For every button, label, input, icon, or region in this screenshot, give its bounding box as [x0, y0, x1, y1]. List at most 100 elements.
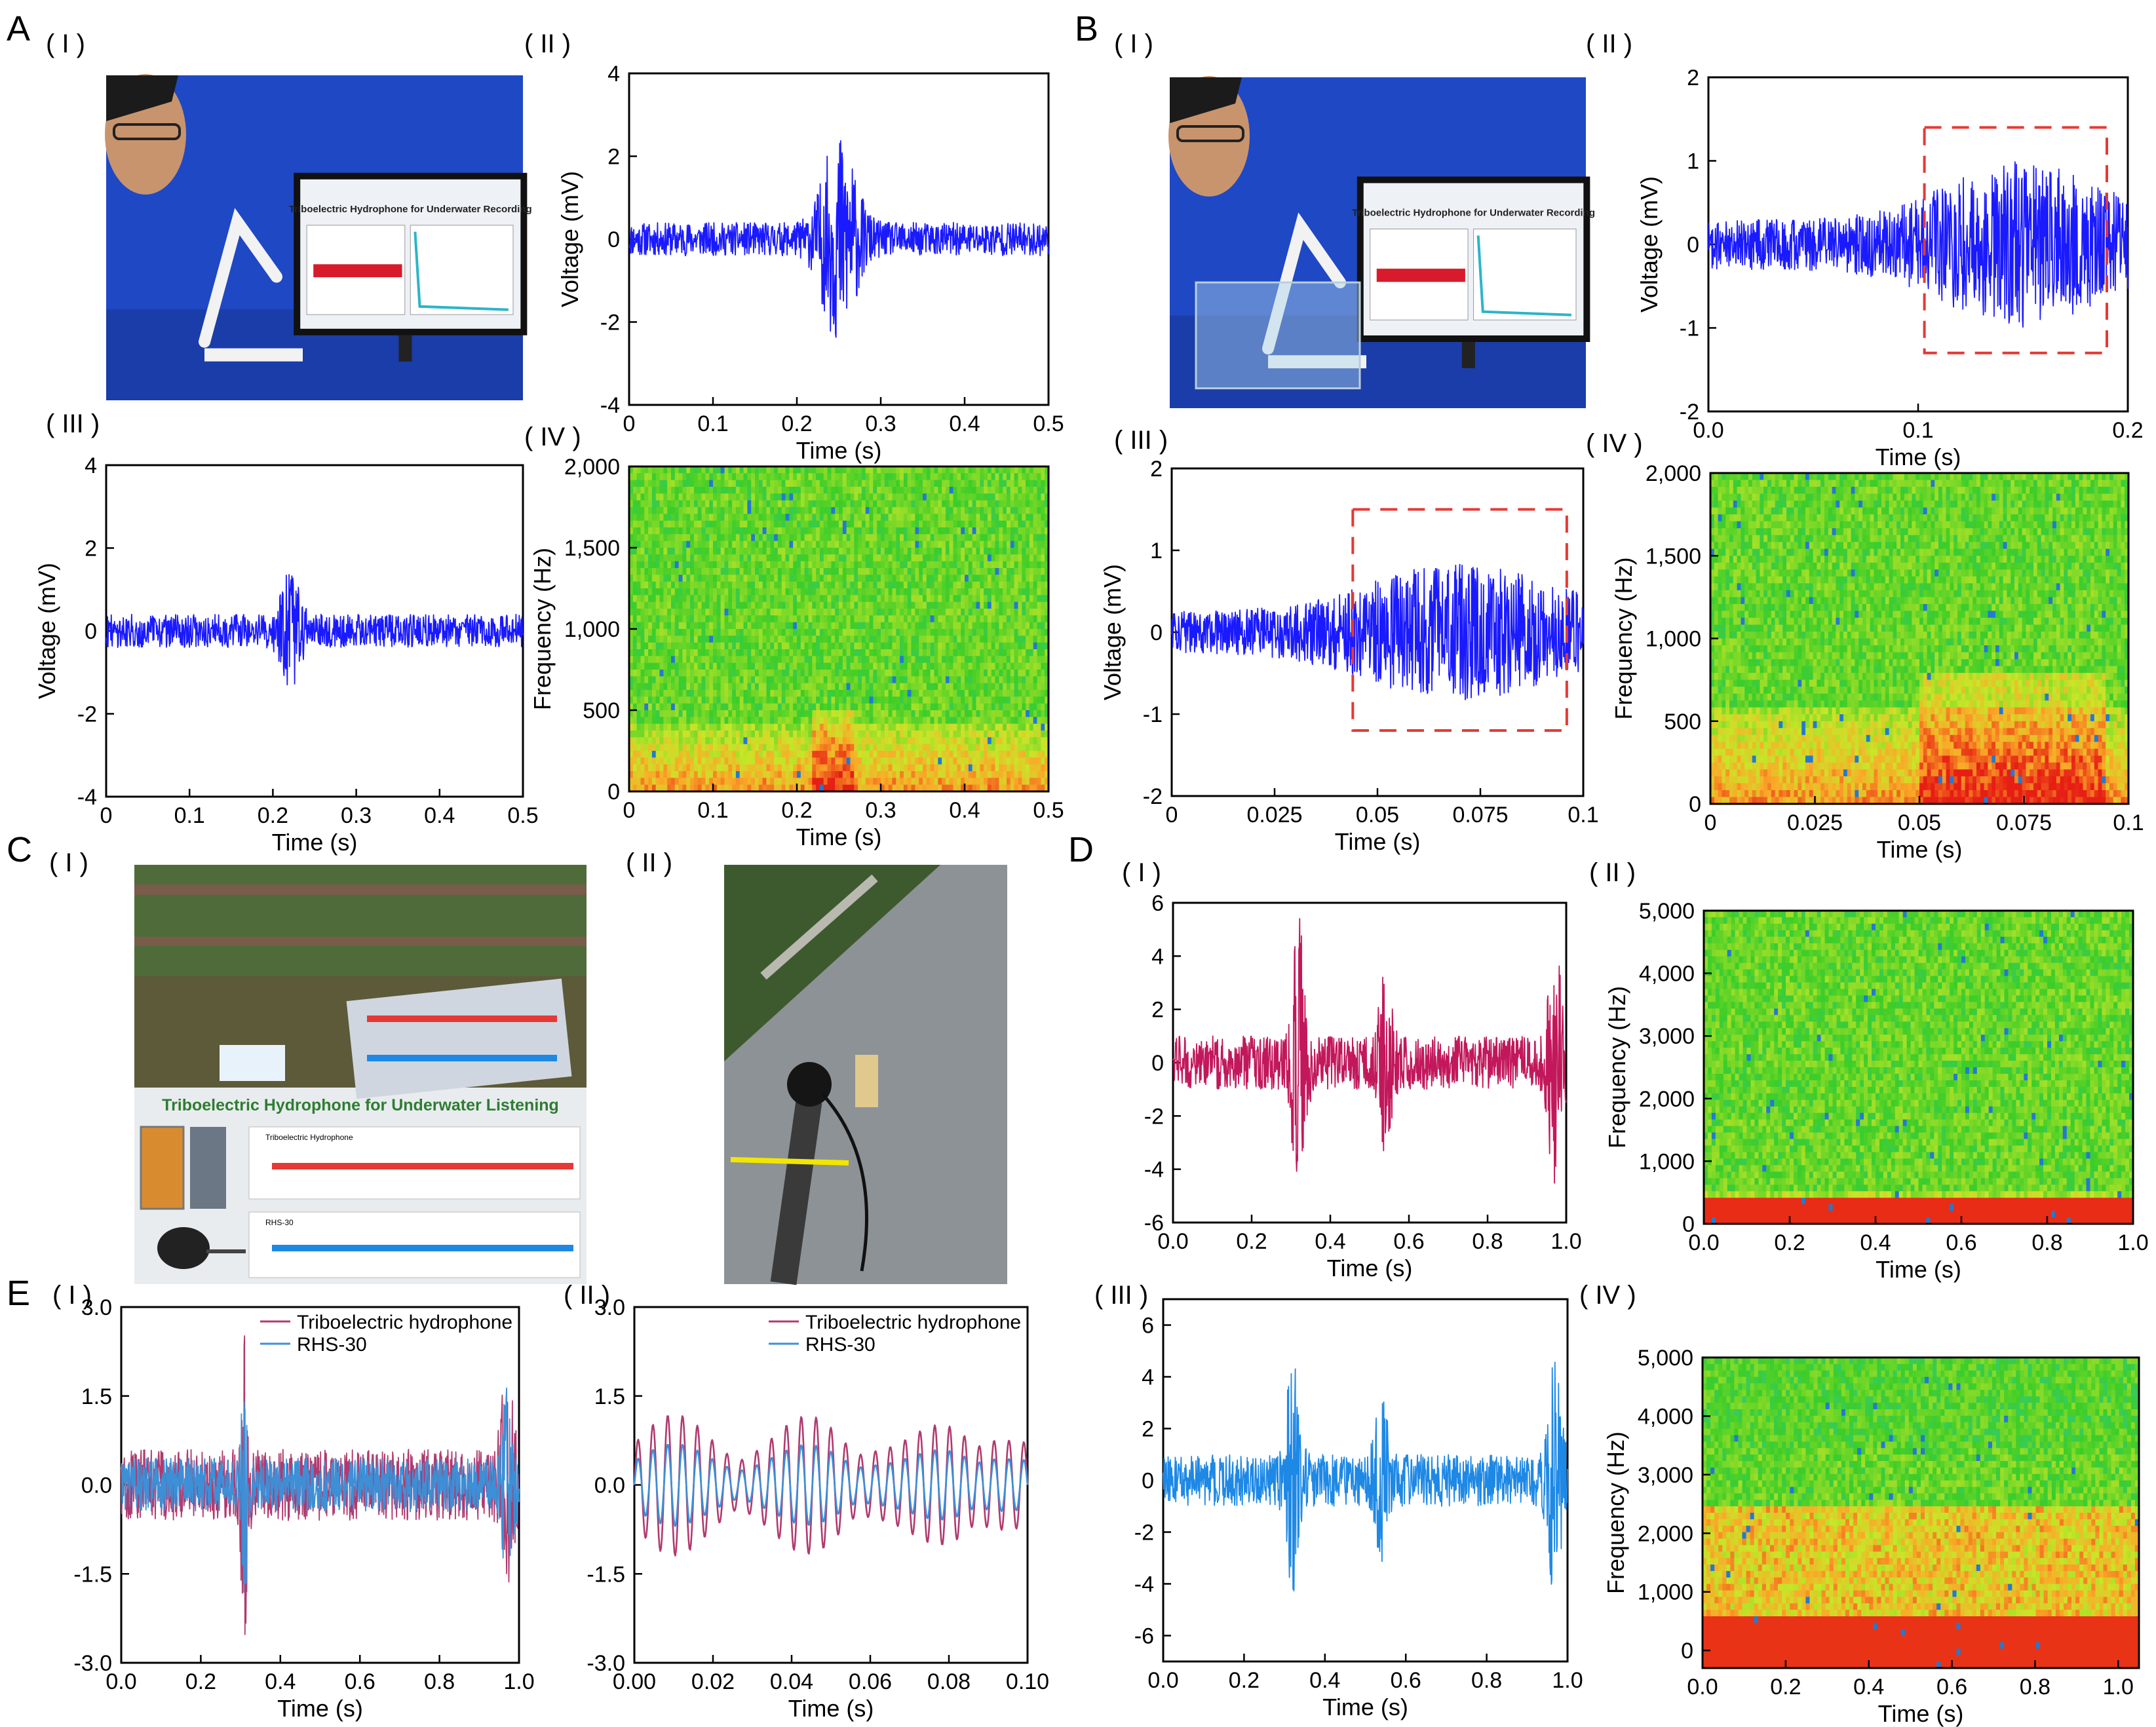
heatmap-cell	[735, 731, 741, 738]
heatmap-cell	[957, 615, 961, 623]
heatmap-cell	[766, 609, 771, 616]
heatmap-cell	[987, 642, 992, 650]
heatmap-cell	[919, 784, 923, 792]
heatmap-cell	[732, 778, 737, 786]
heatmap-cell	[674, 595, 680, 603]
heatmap-cell	[1007, 561, 1011, 569]
heatmap-cell	[636, 662, 641, 670]
heatmap-cell	[682, 520, 687, 528]
heatmap-cell	[690, 575, 695, 582]
heatmap-cell	[804, 751, 809, 758]
heatmap-cell	[957, 581, 961, 589]
heatmap-cell	[881, 629, 885, 636]
heatmap-cell	[728, 473, 733, 481]
heatmap-cell	[636, 622, 641, 630]
heatmap-cell	[949, 480, 954, 487]
heatmap-cell	[732, 717, 737, 725]
heatmap-cell	[831, 703, 836, 711]
heatmap-cell	[1010, 601, 1015, 609]
heatmap-cell	[701, 676, 706, 684]
heatmap-cell	[697, 751, 703, 758]
heatmap-cell	[850, 784, 855, 792]
heatmap-cell	[797, 642, 801, 650]
heatmap-cell	[995, 636, 999, 643]
heatmap-cell	[808, 771, 813, 778]
heatmap-cell	[713, 703, 718, 711]
heatmap-cell	[873, 487, 877, 494]
heatmap-cell	[800, 649, 805, 656]
heatmap-cell	[861, 771, 866, 778]
heatmap-cell	[716, 636, 722, 643]
heatmap-cell	[888, 771, 893, 778]
heatmap-cell	[640, 744, 645, 751]
heatmap-cell	[789, 764, 794, 772]
heatmap-cell	[984, 656, 988, 664]
heatmap-cell	[884, 588, 889, 596]
heatmap-cell	[949, 771, 954, 778]
heatmap-cell	[762, 636, 767, 643]
heatmap-cell	[766, 527, 771, 535]
heatmap-cell	[1014, 466, 1018, 474]
heatmap-cell	[720, 609, 725, 616]
heatmap-cell	[667, 710, 672, 717]
heatmap-cell	[961, 649, 965, 656]
heatmap-cell	[812, 493, 817, 501]
heatmap-cell	[651, 656, 657, 664]
heatmap-cell	[858, 778, 862, 786]
heatmap-cell	[850, 778, 855, 786]
heatmap-cell	[934, 642, 938, 650]
heatmap-cell	[873, 500, 877, 508]
heatmap-cell	[812, 636, 817, 643]
heatmap-cell	[682, 548, 687, 555]
heatmap-cell	[663, 784, 668, 792]
heatmap-cell	[965, 629, 969, 636]
heatmap-cell	[965, 656, 969, 664]
heatmap-cell	[655, 683, 661, 691]
heatmap-cell	[724, 771, 729, 778]
heatmap-cell	[785, 507, 790, 514]
heatmap-cell	[896, 541, 900, 548]
heatmap-cell	[923, 703, 927, 711]
heatmap-cell	[739, 662, 744, 670]
heatmap-cell	[877, 500, 881, 508]
heatmap-cell	[965, 581, 969, 589]
heatmap-cell	[915, 662, 919, 670]
heatmap-cell	[915, 581, 919, 589]
heatmap-cell	[629, 473, 634, 481]
heatmap-cell	[980, 731, 984, 738]
heatmap-cell	[709, 710, 714, 717]
heatmap-cell	[743, 609, 748, 616]
heatmap-cell	[732, 466, 737, 474]
heatmap-cell	[1003, 588, 1007, 596]
heatmap-cell	[949, 629, 954, 636]
heatmap-cell	[816, 534, 820, 542]
heatmap-cell	[713, 629, 718, 636]
heatmap-cell	[762, 473, 767, 481]
heatmap-cell	[949, 731, 954, 738]
heatmap-cell	[915, 764, 919, 772]
heatmap-cell	[659, 723, 664, 731]
heatmap-cell	[804, 784, 809, 792]
heatmap-cell	[953, 649, 957, 656]
heatmap-cell	[640, 568, 645, 575]
heatmap-cell	[1007, 541, 1011, 548]
heatmap-cell	[999, 622, 1003, 630]
heatmap-cell	[984, 622, 988, 630]
heatmap-cell	[911, 662, 915, 670]
heatmap-cell	[701, 500, 706, 508]
heatmap-cell	[934, 629, 938, 636]
heatmap-cell	[930, 595, 934, 603]
heatmap-cell	[777, 731, 782, 738]
heatmap-cell	[980, 541, 984, 548]
heatmap-cell	[697, 670, 703, 677]
heatmap-cell	[693, 487, 699, 494]
heatmap-cell	[999, 500, 1003, 508]
heatmap-cell	[858, 500, 862, 508]
heatmap-cell	[705, 514, 710, 522]
heatmap-cell	[957, 520, 961, 528]
heatmap-cell	[961, 731, 965, 738]
heatmap-cell	[800, 554, 805, 562]
heatmap-cell	[640, 636, 645, 643]
heatmap-cell	[930, 649, 934, 656]
heatmap-cell	[724, 554, 729, 562]
